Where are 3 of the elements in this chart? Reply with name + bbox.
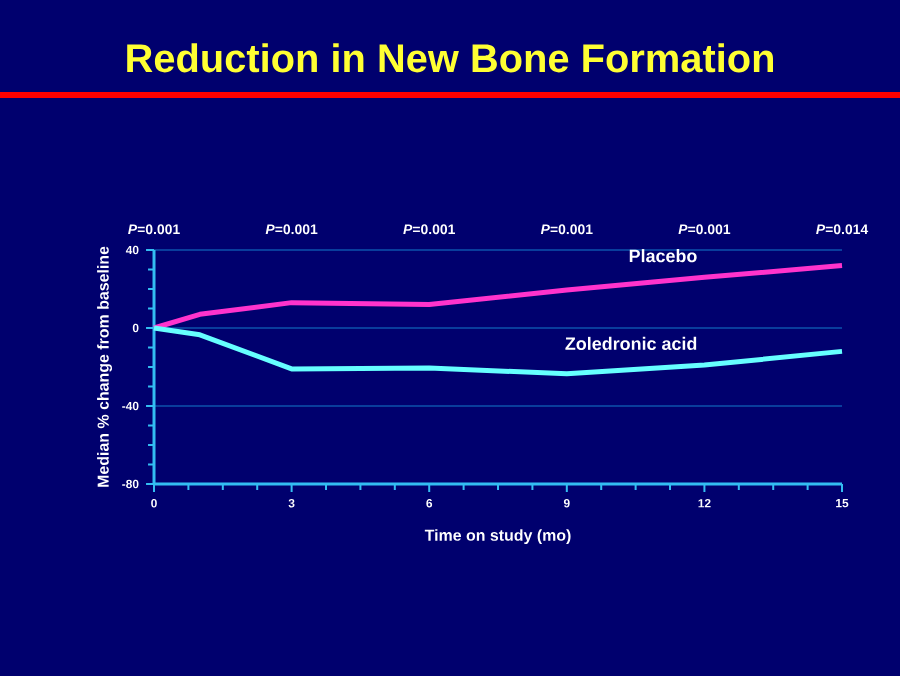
series-label: Zoledronic acid (565, 336, 697, 351)
series-label: Placebo (629, 249, 697, 263)
chart-title: Reduction in New Bone Formation (127, 43, 773, 73)
